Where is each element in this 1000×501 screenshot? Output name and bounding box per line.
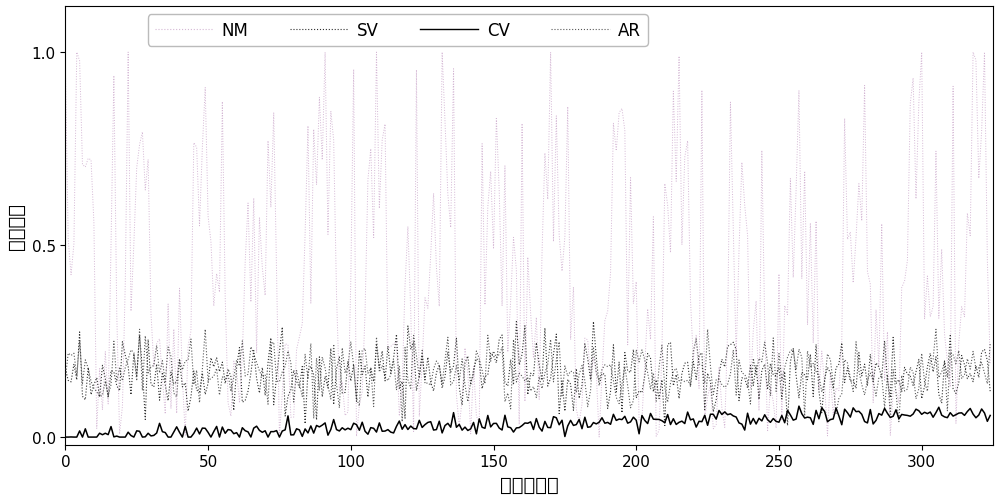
- SV: [245, 370, 257, 376]
- CV: [239, 428, 251, 434]
- SV: [311, 417, 323, 423]
- SV: [659, 423, 671, 429]
- NM: [870, 307, 882, 313]
- AR: [248, 351, 260, 357]
- Line: SV: SV: [65, 322, 990, 426]
- Line: CV: CV: [65, 406, 990, 437]
- NM: [71, 50, 83, 56]
- Line: AR: AR: [65, 330, 990, 422]
- SV: [239, 398, 251, 404]
- NM: [984, 362, 996, 368]
- Y-axis label: 泛化误差: 泛化误差: [7, 202, 26, 249]
- AR: [59, 376, 71, 382]
- CV: [867, 421, 879, 427]
- NM: [890, 387, 902, 393]
- CV: [984, 413, 996, 419]
- AR: [313, 388, 325, 394]
- AR: [870, 393, 882, 399]
- SV: [59, 366, 71, 372]
- CV: [59, 434, 71, 440]
- NM: [313, 95, 325, 101]
- Line: NM: NM: [65, 53, 990, 437]
- SV: [984, 389, 996, 395]
- AR: [242, 371, 254, 377]
- AR: [134, 327, 146, 333]
- CV: [168, 429, 180, 435]
- CV: [793, 403, 805, 409]
- NM: [59, 63, 71, 69]
- Legend: NM, SV, CV, AR: NM, SV, CV, AR: [148, 15, 648, 47]
- SV: [870, 360, 882, 366]
- CV: [245, 434, 257, 440]
- SV: [168, 381, 180, 387]
- NM: [593, 434, 605, 440]
- AR: [984, 341, 996, 347]
- SV: [510, 319, 522, 325]
- CV: [311, 423, 323, 429]
- NM: [242, 201, 254, 207]
- NM: [171, 410, 183, 416]
- NM: [248, 196, 260, 202]
- SV: [890, 381, 902, 387]
- CV: [887, 413, 899, 419]
- AR: [890, 390, 902, 396]
- X-axis label: 分类器序号: 分类器序号: [500, 475, 559, 494]
- AR: [171, 394, 183, 400]
- AR: [396, 419, 408, 425]
